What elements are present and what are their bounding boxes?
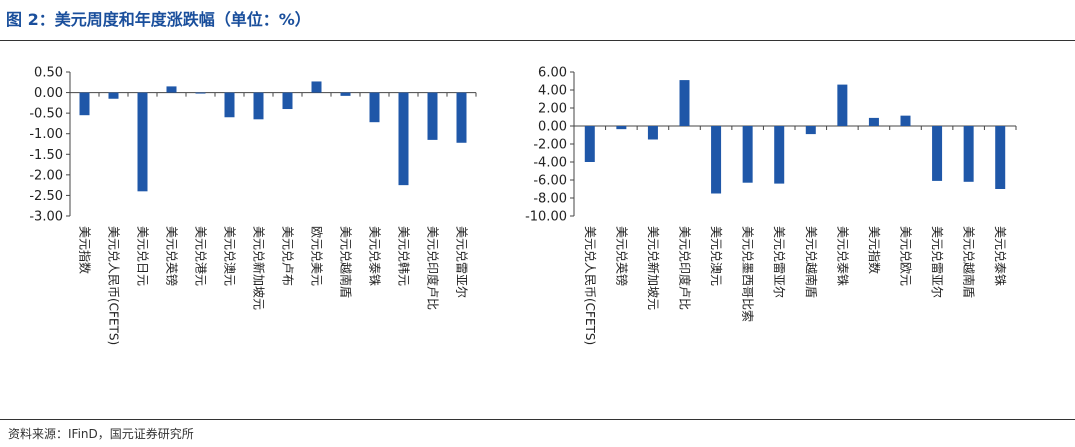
chart-1-bar-11 <box>932 126 943 181</box>
chart-0-bar-5 <box>224 92 235 118</box>
chart-0-category-label-7: 美元兑卢布 <box>281 226 296 286</box>
source-note: 资料来源：IFinD，国元证券研究所 <box>8 427 194 441</box>
chart-1-category-label-11: 美元兑雷亚尔 <box>930 226 945 298</box>
chart-0-category-label-0: 美元指数 <box>78 226 93 274</box>
footer-divider <box>0 419 1075 420</box>
chart-0-bar-4 <box>195 92 206 94</box>
title-divider <box>0 40 1075 41</box>
chart-0-bar-10 <box>369 92 380 123</box>
chart-0-bar-11 <box>398 92 409 186</box>
chart-0-y-tick-label-0: 0.50 <box>34 66 63 81</box>
chart-1-bar-2 <box>647 126 658 140</box>
chart-1-y-tick-label-4: -2.00 <box>533 138 567 153</box>
chart-1-y-tick-label-2: 2.00 <box>538 102 567 117</box>
chart-1-y-tick-label-3: 0.00 <box>538 120 567 135</box>
chart-1-y-tick-label-7: -8.00 <box>533 192 567 207</box>
chart-0-category-label-13: 美元兑雷亚尔 <box>455 226 470 298</box>
chart-1-category-label-5: 美元兑墨西哥比索 <box>741 226 755 322</box>
chart-1-bar-10 <box>900 115 911 126</box>
chart-0-y-tick-label-2: -0.50 <box>29 107 63 122</box>
chart-1-category-label-1: 美元兑英镑 <box>614 226 629 286</box>
chart-0-bar-0 <box>79 92 90 116</box>
chart-1-bar-3 <box>679 80 690 126</box>
chart-0-category-label-8: 欧元兑美元 <box>310 226 324 286</box>
figure-title: 图 2：美元周度和年度涨跌幅（单位：%） <box>6 10 311 29</box>
chart-0-bar-3 <box>166 86 177 93</box>
chart-0-category-label-4: 美元兑港元 <box>194 226 208 286</box>
chart-1-category-label-7: 美元兑越南盾 <box>804 226 819 298</box>
chart-0-y-tick-label-4: -1.50 <box>29 148 63 163</box>
chart-0-bar-12 <box>427 92 438 140</box>
chart-1-category-label-10: 美元兑欧元 <box>899 226 913 286</box>
chart-0-bar-9 <box>340 92 351 96</box>
chart-0-bar-7 <box>282 92 293 110</box>
chart-1-y-tick-label-8: -10.00 <box>525 210 567 225</box>
chart-0-y-tick-label-3: -1.00 <box>29 127 63 142</box>
chart-1-bar-12 <box>963 126 974 182</box>
chart-0-bar-1 <box>108 92 119 99</box>
chart-1-y-tick-label-5: -4.00 <box>533 156 567 171</box>
chart-0-y-tick-label-6: -2.50 <box>29 189 63 204</box>
chart-0-category-label-5: 美元兑澳元 <box>223 226 237 286</box>
chart-1-category-label-9: 美元指数 <box>867 226 882 274</box>
chart-0-y-tick-label-1: 0.00 <box>34 86 63 101</box>
chart-1-category-label-12: 美元兑越南盾 <box>962 226 977 298</box>
chart-0-category-label-9: 美元兑越南盾 <box>339 226 354 298</box>
chart-1-category-label-4: 美元兑澳元 <box>709 226 723 286</box>
chart-1-bar-9 <box>868 117 879 126</box>
chart-1-y-tick-label-1: 4.00 <box>538 84 567 99</box>
chart-1-bar-13 <box>995 126 1006 189</box>
chart-0-bar-2 <box>137 92 148 192</box>
chart-1-bar-0 <box>584 126 595 162</box>
chart-1-category-label-0: 美元兑人民币(CFETS) <box>583 226 597 345</box>
chart-0-category-label-10: 美元兑泰铢 <box>368 226 383 286</box>
chart-0-category-label-12: 美元兑印度卢比 <box>426 226 441 310</box>
chart-0-category-label-1: 美元兑人民币(CFETS) <box>107 226 121 345</box>
chart-1-bar-4 <box>711 126 722 194</box>
chart-1-bar-5 <box>742 126 753 183</box>
chart-0-y-tick-label-5: -2.00 <box>29 168 63 183</box>
chart-0-bar-13 <box>456 92 467 143</box>
chart-0-category-label-2: 美元兑日元 <box>136 226 150 286</box>
chart-1-category-label-8: 美元兑泰铢 <box>835 226 850 286</box>
chart-0-bar-8 <box>311 81 322 93</box>
chart-1-bar-1 <box>616 126 627 130</box>
chart-1-bar-7 <box>805 126 816 135</box>
chart-0-category-label-6: 美元兑新加坡元 <box>252 226 267 310</box>
chart-1-category-label-3: 美元兑印度卢比 <box>678 226 693 310</box>
chart-0-y-tick-label-7: -3.00 <box>29 210 63 225</box>
chart-1-category-label-6: 美元兑雷亚尔 <box>772 226 787 298</box>
chart-0-category-label-3: 美元兑英镑 <box>165 226 180 286</box>
chart-1-category-label-13: 美元兑泰铢 <box>993 226 1008 286</box>
chart-0-bar-6 <box>253 92 264 120</box>
chart-0-category-label-11: 美元兑韩元 <box>397 226 412 286</box>
chart-1-y-tick-label-6: -6.00 <box>533 174 567 189</box>
chart-1-bar-8 <box>837 84 848 126</box>
chart-1-category-label-2: 美元兑新加坡元 <box>646 226 661 310</box>
chart-1-bar-6 <box>774 126 785 184</box>
chart-1-y-tick-label-0: 6.00 <box>538 66 567 81</box>
